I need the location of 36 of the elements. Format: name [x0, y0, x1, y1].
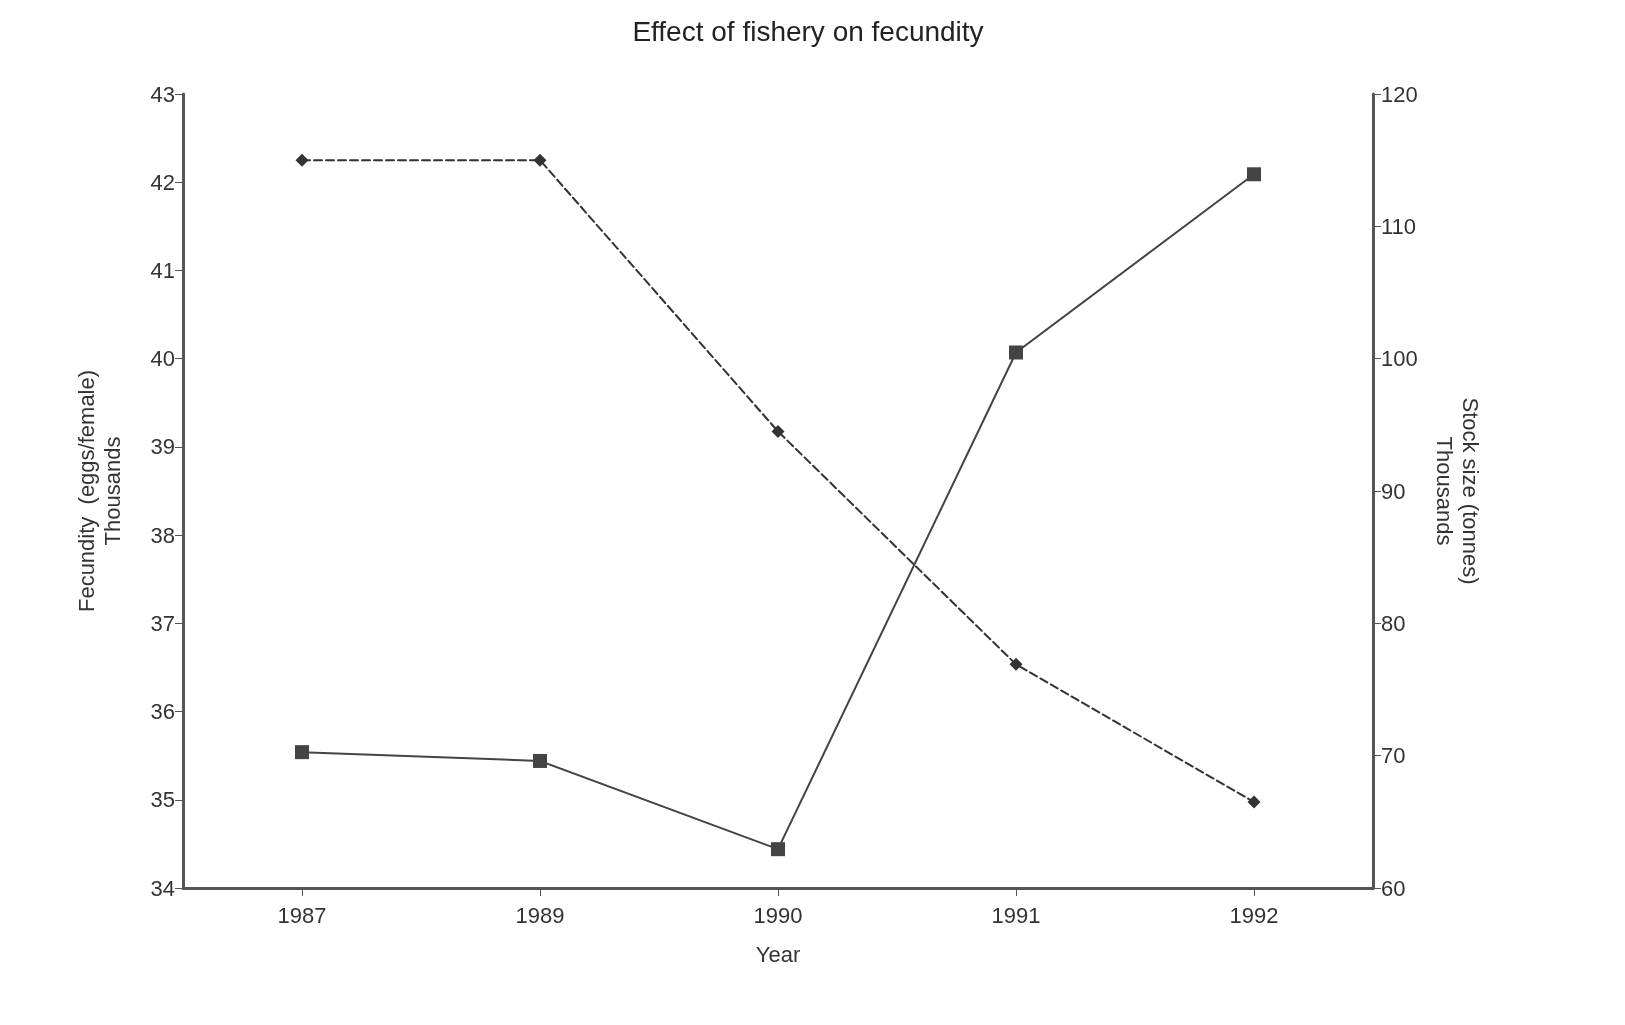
- x-axis-title: Year: [755, 941, 801, 967]
- y2-tick-label: 120: [1381, 81, 1418, 107]
- y2-tick-label: 60: [1381, 875, 1406, 901]
- y2-axis-title: Stock size (tonnes) Thousands: [1431, 397, 1483, 585]
- y-tick-label: 34: [150, 875, 175, 901]
- y-tick-label: 41: [150, 257, 175, 283]
- y-tick-label: 37: [150, 610, 175, 636]
- point: [1009, 657, 1023, 671]
- point: [771, 424, 785, 438]
- y2-tick-label: 110: [1381, 213, 1417, 239]
- y-tick-label: 40: [150, 346, 175, 372]
- y-tick-label: 36: [150, 699, 175, 725]
- y-tick-label: 43: [150, 81, 175, 107]
- point: [771, 842, 785, 857]
- x-tick-label: 1992: [1229, 902, 1279, 928]
- y2-tick-label: 70: [1381, 743, 1406, 769]
- point: [533, 153, 547, 167]
- y-axis-title: Fecundity (eggs/female) Thousands: [73, 369, 125, 613]
- x-tick-label: 1991: [991, 902, 1041, 928]
- y-tick-label: 35: [150, 787, 175, 813]
- x-tick-label: 1990: [753, 902, 803, 928]
- y-tick-label: 42: [150, 169, 175, 195]
- point: [295, 153, 309, 167]
- y2-tick-label: 100: [1381, 346, 1418, 372]
- x-tick-label: 1987: [277, 902, 327, 928]
- point: [1009, 345, 1023, 360]
- point: [295, 745, 309, 760]
- point: [1247, 167, 1261, 182]
- point: [1247, 795, 1261, 809]
- y2-tick-label: 90: [1381, 478, 1406, 504]
- y-tick-label: 38: [150, 522, 175, 548]
- point: [533, 753, 547, 768]
- y2-tick-label: 80: [1381, 610, 1406, 636]
- chart-title: Effect of fishery on fecundity: [632, 15, 984, 47]
- x-tick-label: 1989: [515, 902, 565, 928]
- y-tick-label: 39: [150, 434, 175, 460]
